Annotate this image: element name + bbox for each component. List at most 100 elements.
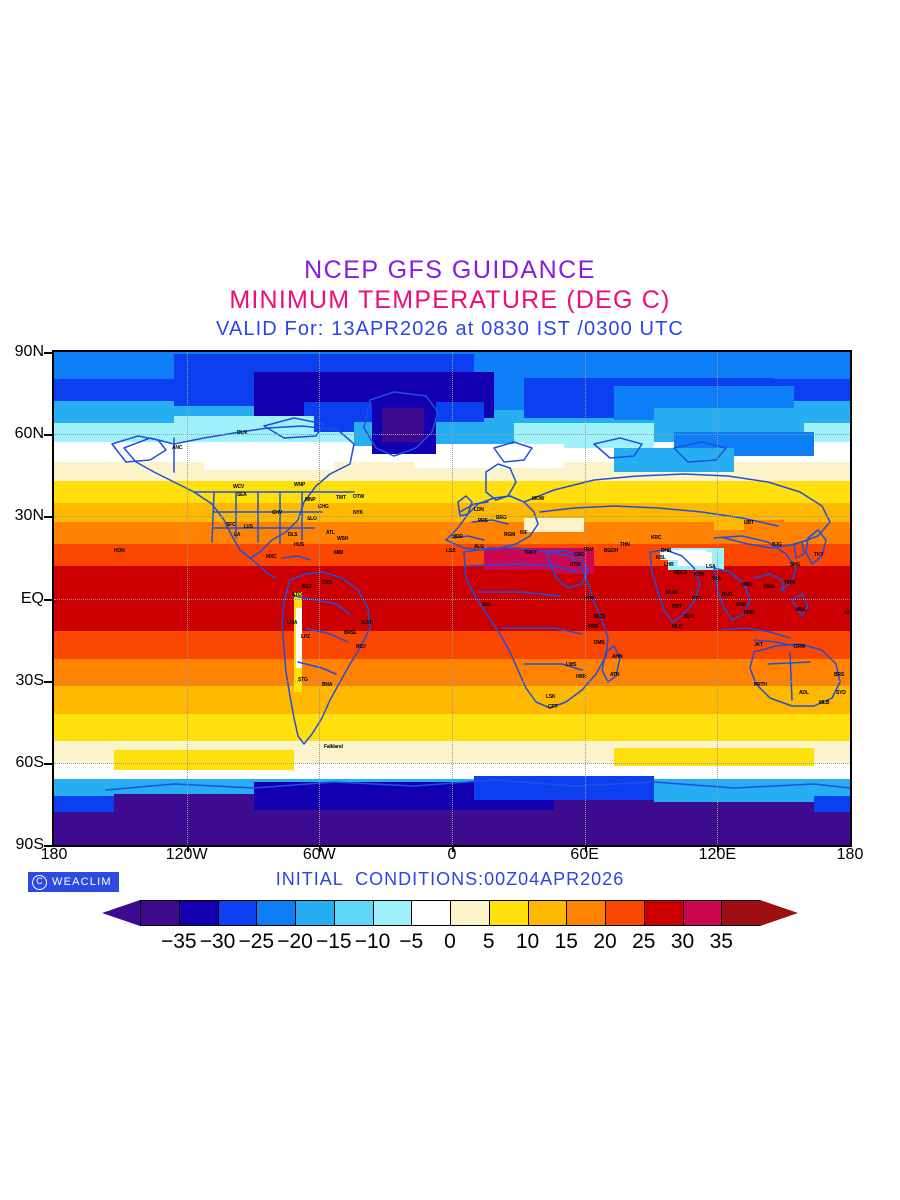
latitude-tick-label: EQ (20, 589, 44, 607)
colorbar-segment[interactable] (527, 900, 568, 926)
city-label: DMS (594, 640, 605, 646)
city-label: LDN (474, 507, 484, 513)
longitude-tick-label: 120E (698, 846, 737, 863)
city-label: MXC (266, 554, 277, 560)
city-label: ATN (610, 672, 620, 678)
colorbar-block: −35 −30 −25 −20 −15 −10 −5 0 5 10 15 20 25 30 35 (0, 900, 900, 956)
colorbar-tick-label: −15 (315, 930, 352, 953)
city-label: RTM (570, 562, 581, 568)
city-label: MNL (796, 607, 807, 613)
colorbar-tick-label: 0 (444, 930, 456, 953)
temperature-anomaly-patch (174, 416, 314, 442)
colorbar-segment[interactable] (217, 900, 258, 926)
city-label: MNP (305, 497, 316, 503)
city-label: OTW (353, 494, 365, 500)
colorbar-segment[interactable] (372, 900, 413, 926)
latitude-gridline (54, 516, 850, 518)
longitude-tick-mark (319, 845, 322, 852)
colorbar-segment[interactable] (643, 900, 684, 926)
colorbar-segment[interactable] (140, 900, 180, 926)
colorbar-segment[interactable] (178, 900, 219, 926)
latitude-tick-label: 90N (14, 343, 44, 360)
temperature-anomaly-patch (654, 782, 814, 802)
latitude-tick-mark (44, 762, 52, 765)
colorbar-segment[interactable] (566, 900, 606, 926)
longitude-tick-mark (452, 845, 454, 852)
colorbar-tick-label: −35 (160, 930, 197, 953)
city-label: CHG (318, 504, 329, 510)
city-label: BGT (302, 584, 312, 590)
colorbar-segment[interactable] (682, 900, 723, 926)
city-label: AHN (612, 654, 623, 660)
colorbar-segment[interactable] (411, 900, 451, 926)
city-label: LMA (287, 620, 298, 626)
city-label: CPT (548, 704, 558, 710)
copyright-icon: C (32, 874, 47, 890)
city-label: TWN (784, 580, 795, 586)
city-label: RGM (504, 532, 516, 538)
city-label: ADL (799, 690, 809, 696)
temperature-anomaly-patch (382, 408, 424, 442)
city-label: JKT (754, 642, 763, 648)
colorbar-segment[interactable] (333, 900, 374, 926)
colorbar-tick-label: 20 (593, 930, 617, 953)
colorbar-over-arrow (760, 900, 798, 926)
latitude-tick-label: 30S (15, 671, 44, 689)
weaclim-badge[interactable]: C WEACLIM (28, 872, 119, 892)
latitude-tick-label: 90S (15, 836, 44, 853)
colorbar-segment[interactable] (488, 900, 529, 926)
longitude-tick-mark (186, 845, 189, 852)
city-label: GUM (844, 610, 850, 616)
latitude-tick-mark (44, 598, 52, 601)
longitude-tick-mark (717, 845, 720, 852)
city-label: HUS (294, 542, 304, 548)
longitude-tick-label: 0 (447, 846, 457, 863)
temperature-anomaly-patch (614, 748, 814, 766)
latitude-tick-mark (44, 516, 52, 519)
colorbar-tick-label: 30 (670, 930, 695, 953)
colorbar-segment[interactable] (605, 900, 645, 926)
city-label: LA (234, 532, 241, 538)
city-label: KTM (694, 572, 705, 578)
city-label: ANC (172, 445, 183, 451)
colorbar-segment[interactable] (721, 900, 761, 926)
city-label: KOL (712, 576, 722, 582)
city-label: MOW (532, 496, 545, 502)
city-label: TRKY (524, 550, 537, 556)
colorbar-tick-label: 10 (515, 930, 540, 953)
colorbar-segment[interactable] (450, 900, 490, 926)
colorbar-under-arrow (102, 900, 140, 926)
colorbar-segment[interactable] (256, 900, 296, 926)
colorbar-segment[interactable] (295, 900, 335, 926)
city-label: RLV (584, 547, 594, 553)
city-label: LWS (566, 662, 577, 668)
city-label: NYK (353, 510, 363, 516)
colorbar-tick-label: −30 (199, 930, 236, 953)
page-title-line2: MINIMUM TEMPERATURE (DEG C) (229, 286, 671, 314)
city-label: CRO (574, 552, 585, 558)
map-frame[interactable]: ANC DLN WCV SEA WNP MNP TMT OTW CHV CHG SLO NYK SFC L… (52, 350, 852, 847)
city-label: UBT (744, 520, 754, 526)
city-label: TMT (336, 495, 346, 501)
colorbar-tick-label: −10 (354, 930, 391, 953)
latitude-tick-mark (44, 845, 52, 847)
latitude-tick-label: 60S (15, 753, 44, 771)
city-label: LSA (706, 564, 716, 570)
city-label: LSK (546, 694, 556, 700)
city-label: MDD (452, 534, 463, 540)
city-label: TKY (814, 552, 824, 558)
map-canvas[interactable]: ANC DLN WCV SEA WNP MNP TMT OTW CHV CHG SLO NYK SFC L… (54, 352, 850, 845)
city-label: ATL (326, 530, 335, 536)
city-label: BGDH (604, 548, 618, 554)
page-title-line1: NCEP GFS GUIDANCE (304, 256, 596, 284)
city-label: WCV (233, 484, 245, 490)
city-label: HRR (576, 674, 587, 680)
city-label: SEA (237, 492, 247, 498)
colorbar-tick-label: 5 (482, 930, 495, 953)
colorbar[interactable] (102, 900, 798, 926)
city-label: CLM (684, 614, 695, 620)
city-label: LSB (446, 548, 456, 554)
latitude-gridline (54, 434, 850, 436)
city-label: CRS (322, 580, 332, 586)
colorbar-tick-label: −5 (399, 930, 424, 953)
